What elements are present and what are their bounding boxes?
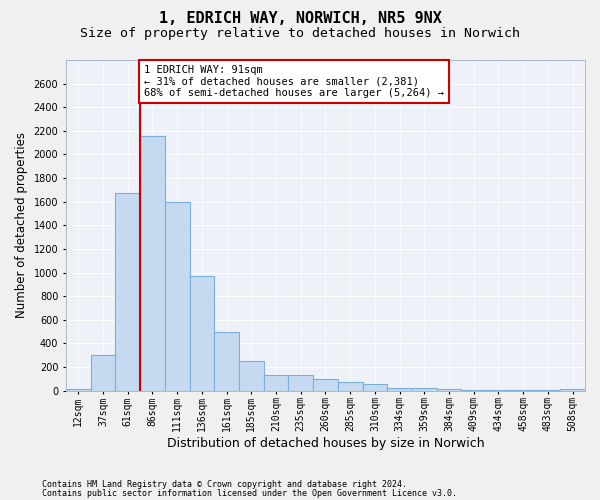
Bar [66, 389, 91, 390]
Bar [412, 388, 437, 390]
Bar [91, 355, 115, 390]
Text: Contains public sector information licensed under the Open Government Licence v3: Contains public sector information licen… [42, 488, 457, 498]
Y-axis label: Number of detached properties: Number of detached properties [15, 132, 28, 318]
Text: 1 EDRICH WAY: 91sqm
← 31% of detached houses are smaller (2,381)
68% of semi-det: 1 EDRICH WAY: 91sqm ← 31% of detached ho… [144, 64, 444, 98]
Bar [263, 376, 289, 390]
Text: 1, EDRICH WAY, NORWICH, NR5 9NX: 1, EDRICH WAY, NORWICH, NR5 9NX [158, 11, 442, 26]
Bar [214, 332, 239, 390]
Bar [239, 361, 263, 390]
Text: Size of property relative to detached houses in Norwich: Size of property relative to detached ho… [80, 28, 520, 40]
Bar [338, 382, 362, 390]
Bar [362, 384, 387, 390]
Bar [140, 136, 165, 390]
Bar [313, 379, 338, 390]
Bar [115, 194, 140, 390]
Text: Contains HM Land Registry data © Crown copyright and database right 2024.: Contains HM Land Registry data © Crown c… [42, 480, 407, 489]
Bar [190, 276, 214, 390]
Bar [387, 388, 412, 390]
Bar [165, 202, 190, 390]
Bar [289, 376, 313, 390]
X-axis label: Distribution of detached houses by size in Norwich: Distribution of detached houses by size … [167, 437, 484, 450]
